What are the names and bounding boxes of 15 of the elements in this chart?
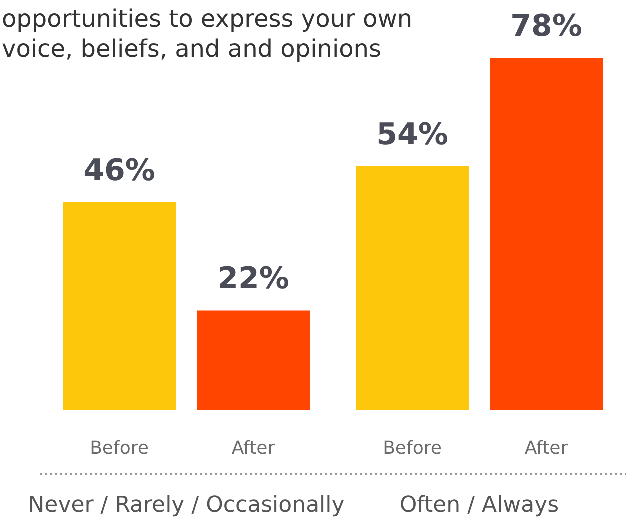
data-label: 46% <box>84 153 156 188</box>
x-tick-label: Never / Rarely / Occasionally <box>28 493 345 518</box>
text: Before <box>383 438 442 459</box>
data-label: 22% <box>218 262 290 297</box>
x-tick-label: Often / Always <box>400 493 560 518</box>
text: After <box>524 438 568 459</box>
data-label: 54% <box>376 117 448 152</box>
bar <box>356 166 469 410</box>
bar <box>63 202 176 410</box>
series-label: After <box>232 438 276 459</box>
series-label: Before <box>90 438 149 459</box>
data-label: 78% <box>510 9 582 44</box>
bar <box>197 310 310 410</box>
bar <box>490 58 603 410</box>
chart-title: opportunities to express your own voice, beliefs, and and opinions <box>2 4 414 64</box>
